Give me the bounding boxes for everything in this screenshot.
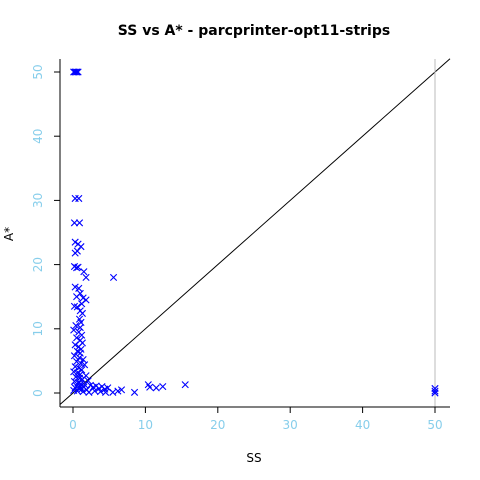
y-axis-label: A* (2, 227, 16, 241)
data-point (431, 387, 439, 395)
y-tick-label: 50 (31, 64, 45, 79)
y-tick-label: 30 (31, 193, 45, 208)
x-tick-label: 30 (283, 418, 298, 432)
data-point (78, 375, 87, 384)
data-point (91, 387, 99, 395)
data-points (70, 68, 439, 397)
data-point (75, 284, 83, 292)
x-tick-label: 50 (427, 418, 442, 432)
data-point (72, 322, 80, 330)
data-point (101, 388, 110, 396)
data-point (80, 361, 89, 369)
data-point (130, 388, 139, 396)
identity-line (59, 58, 451, 405)
data-point (71, 341, 79, 349)
data-point (70, 219, 79, 227)
data-point (431, 384, 439, 393)
y-tick-label: 10 (31, 321, 45, 336)
x-axis-label: SS (246, 451, 261, 465)
data-point (78, 309, 87, 317)
axes: 0 10 20 30 40 50 0 10 20 30 40 50 (31, 59, 450, 432)
data-point (78, 300, 86, 308)
chart-title: SS vs A* - parcprinter-opt11-strips (118, 23, 390, 39)
y-tick-label: 0 (31, 389, 45, 397)
data-point (75, 219, 84, 227)
data-point (74, 263, 82, 271)
data-point (77, 243, 85, 251)
data-point (74, 68, 82, 76)
data-point (71, 68, 79, 76)
data-point (75, 194, 83, 203)
data-point (109, 273, 118, 282)
data-point (80, 268, 88, 276)
data-point (75, 354, 84, 362)
data-point (73, 387, 81, 395)
data-point (70, 326, 78, 334)
data-point (71, 194, 79, 203)
data-point (78, 331, 86, 339)
data-point (80, 381, 89, 389)
data-point (73, 357, 81, 366)
data-point (146, 383, 154, 391)
data-point (73, 303, 81, 311)
data-point (181, 381, 189, 389)
data-point (70, 352, 79, 360)
data-point (85, 388, 93, 396)
data-point (78, 366, 86, 374)
data-point (76, 323, 84, 332)
x-tick-label: 10 (138, 418, 153, 432)
data-point (73, 334, 81, 342)
reference-lines (59, 58, 451, 407)
data-point (73, 293, 81, 301)
data-point (73, 68, 81, 76)
data-point (73, 264, 81, 272)
data-point (117, 386, 126, 394)
data-point (159, 382, 167, 391)
x-tick-label: 0 (69, 418, 77, 432)
x-tick-label: 40 (355, 418, 370, 432)
data-point (152, 384, 160, 392)
data-point (82, 273, 90, 282)
x-tick-label: 20 (210, 418, 225, 432)
y-tick-label: 20 (31, 257, 45, 272)
data-point (71, 249, 79, 257)
y-tick-label: 40 (31, 129, 45, 144)
data-point (79, 388, 87, 396)
data-point (79, 356, 87, 364)
